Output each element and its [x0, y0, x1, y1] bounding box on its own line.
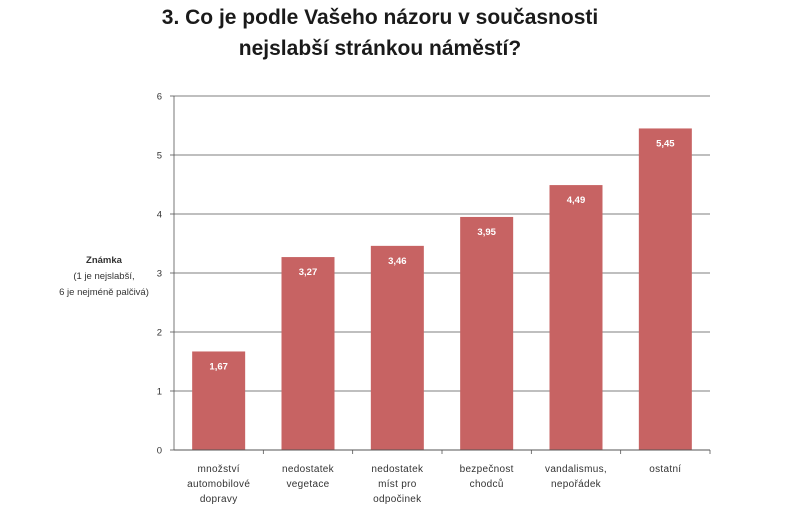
y-tick-label: 2 [157, 328, 162, 339]
x-tick-label-line: odpočinek [373, 494, 422, 505]
y-axis-label: Známka (1 je nejslabší, 6 je nejméně pal… [40, 253, 168, 301]
data-label: 3,95 [477, 227, 496, 238]
x-tick-label: množství automobilové dopravy [187, 464, 250, 505]
y-axis-label-line-3: 6 je nejméně palčivá) [59, 287, 149, 298]
data-label: 1,67 [209, 361, 228, 372]
x-tick-label-line: chodců [470, 478, 504, 490]
x-tick-label: bezpečnost chodců [460, 464, 514, 490]
y-tick-label: 5 [157, 151, 162, 162]
data-label: 3,46 [388, 256, 407, 267]
chart-title: 3. Co je podle Vašeho názoru v současnos… [0, 2, 760, 64]
y-tick-label: 3 [157, 269, 162, 280]
x-tick-label: nedostatek vegetace [282, 464, 335, 490]
bar [460, 216, 514, 450]
bar [638, 128, 692, 450]
y-axis-label-line-2: (1 je nejslabší, [73, 271, 135, 282]
x-tick-label-line: množství [197, 464, 239, 475]
chart-title-line-2: nejslabší stránkou náměstí? [238, 37, 522, 60]
x-tick-label: nedostatek míst pro odpočinek [371, 464, 424, 505]
x-tick-label-line: dopravy [200, 494, 238, 505]
y-axis-label-line-1: Známka [86, 255, 122, 266]
bars [192, 128, 692, 450]
x-tick-label-line: nepořádek [551, 479, 602, 490]
data-label: 4,49 [567, 195, 586, 206]
y-tick-label: 0 [157, 446, 162, 457]
chart-title-line-1: 3. Co je podle Vašeho názoru v současnos… [161, 6, 599, 29]
x-tick-label-line: míst pro [378, 479, 417, 490]
y-tick-label: 1 [157, 387, 162, 398]
y-tick-label: 6 [157, 92, 162, 103]
labels: 0 1 2 3 4 5 6 1,67 množství automobilové dopravy 3,… [157, 92, 681, 506]
bar [370, 245, 424, 450]
x-tick-label-line: vandalismus, [545, 464, 607, 475]
gridlines [174, 95, 710, 392]
axes [170, 95, 711, 454]
data-label: 5,45 [656, 138, 675, 149]
bar [192, 351, 246, 450]
x-tick-label: vandalismus, nepořádek [545, 464, 607, 490]
x-tick-label-line: bezpečnost [460, 464, 514, 475]
x-tick-label-line: nedostatek [371, 464, 424, 475]
x-tick-label-line: nedostatek [282, 464, 335, 475]
y-tick-label: 4 [157, 210, 162, 221]
x-tick-label-line: ostatní [649, 464, 681, 475]
data-label: 3,27 [299, 267, 318, 278]
bar [281, 257, 335, 450]
x-tick-label-line: automobilové [187, 479, 250, 490]
x-tick-label: ostatní [649, 464, 681, 475]
bar [549, 185, 603, 450]
x-tick-label-line: vegetace [287, 479, 330, 490]
